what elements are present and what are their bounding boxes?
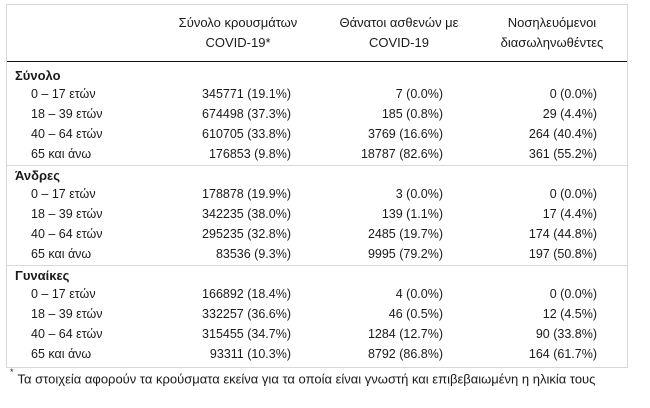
row-label: 18 – 39 ετών [31, 107, 103, 121]
cell-intubated: 164 (61.7%) [528, 347, 597, 361]
header-total-cases: Σύνολο κρουσμάτων COVID-19* [167, 13, 309, 53]
footnote: * Τα στοιχεία αφορούν τα κρούσματα εκείνα… [10, 367, 596, 387]
footnote-marker: * [10, 367, 14, 377]
row-label: 0 – 17 ετών [31, 87, 96, 101]
table-header: Σύνολο κρουσμάτων COVID-19* Θάνατοι ασθε… [7, 5, 627, 62]
cell-deaths: 2485 (19.7%) [367, 227, 443, 241]
header-intubated-line1: Νοσηλευόμενοι [507, 15, 597, 30]
cell-deaths: 185 (0.8%) [381, 107, 443, 121]
cell-cases: 93311 (10.3%) [209, 347, 291, 361]
cell-intubated: 0 (0.0%) [549, 187, 597, 201]
header-total-cases-line1: Σύνολο κρουσμάτων [178, 15, 298, 30]
table-row: 0 – 17 ετών 345771 (19.1%) 7 (0.0%) 0 (0… [7, 87, 627, 107]
table-row: 65 και άνω 93311 (10.3%) 8792 (86.8%) 16… [7, 347, 627, 367]
cell-intubated: 361 (55.2%) [528, 147, 597, 161]
header-intubated-line2: διασωληνωθέντες [500, 35, 604, 50]
cell-intubated: 197 (50.8%) [528, 247, 597, 261]
table-row: 40 – 64 ετών 315455 (34.7%) 1284 (12.7%)… [7, 327, 627, 347]
cell-intubated: 17 (4.4%) [542, 207, 597, 221]
header-total-cases-line2: COVID-19* [205, 35, 271, 50]
table-row: 18 – 39 ετών 332257 (36.6%) 46 (0.5%) 12… [7, 307, 627, 327]
cell-cases: 674498 (37.3%) [202, 107, 291, 121]
header-intubated: Νοσηλευόμενοι διασωληνωθέντες [487, 13, 617, 53]
row-label: 65 και άνω [31, 347, 92, 361]
cell-cases: 610705 (33.8%) [202, 127, 291, 141]
cell-intubated: 264 (40.4%) [528, 127, 597, 141]
cell-intubated: 90 (33.8%) [535, 327, 597, 341]
cell-intubated: 174 (44.8%) [528, 227, 597, 241]
group-title-women: Γυναίκες [15, 268, 70, 283]
cell-cases: 342235 (38.0%) [202, 207, 291, 221]
cell-deaths: 46 (0.5%) [388, 307, 443, 321]
row-label: 18 – 39 ετών [31, 207, 103, 221]
cell-cases: 332257 (36.6%) [202, 307, 291, 321]
cell-intubated: 0 (0.0%) [549, 287, 597, 301]
row-label: 40 – 64 ετών [31, 327, 103, 341]
table-row: 40 – 64 ετών 610705 (33.8%) 3769 (16.6%)… [7, 127, 627, 147]
table-row: 40 – 64 ετών 295235 (32.8%) 2485 (19.7%)… [7, 227, 627, 247]
table-row: 18 – 39 ετών 342235 (38.0%) 139 (1.1%) 1… [7, 207, 627, 227]
row-label: 40 – 64 ετών [31, 127, 103, 141]
cell-deaths: 139 (1.1%) [381, 207, 443, 221]
table-row: 0 – 17 ετών 166892 (18.4%) 4 (0.0%) 0 (0… [7, 287, 627, 307]
cell-intubated: 29 (4.4%) [542, 107, 597, 121]
table-row: 65 και άνω 83536 (9.3%) 9995 (79.2%) 197… [7, 247, 627, 267]
cell-cases: 166892 (18.4%) [202, 287, 291, 301]
row-label: 0 – 17 ετών [31, 287, 96, 301]
row-label: 18 – 39 ετών [31, 307, 103, 321]
covid-age-table: Σύνολο κρουσμάτων COVID-19* Θάνατοι ασθε… [6, 4, 628, 368]
row-label: 65 και άνω [31, 147, 92, 161]
group-divider [7, 165, 627, 166]
cell-cases: 178878 (19.9%) [202, 187, 291, 201]
cell-deaths: 4 (0.0%) [395, 287, 443, 301]
cell-deaths: 7 (0.0%) [395, 87, 443, 101]
table-row: 0 – 17 ετών 178878 (19.9%) 3 (0.0%) 0 (0… [7, 187, 627, 207]
cell-deaths: 18787 (82.6%) [360, 147, 443, 161]
cell-cases: 315455 (34.7%) [202, 327, 291, 341]
cell-deaths: 3769 (16.6%) [367, 127, 443, 141]
cell-deaths: 8792 (86.8%) [367, 347, 443, 361]
cell-deaths: 9995 (79.2%) [367, 247, 443, 261]
group-title-men: Άνδρες [15, 168, 60, 183]
cell-cases: 295235 (32.8%) [202, 227, 291, 241]
cell-intubated: 12 (4.5%) [542, 307, 597, 321]
cell-cases: 345771 (19.1%) [202, 87, 291, 101]
header-deaths-line1: Θάνατοι ασθενών με [339, 15, 459, 30]
cell-deaths: 1284 (12.7%) [367, 327, 443, 341]
footnote-text: Τα στοιχεία αφορούν τα κρούσματα εκείνα … [17, 371, 596, 387]
group-title-total: Σύνολο [15, 68, 61, 83]
group-divider [7, 265, 627, 266]
cell-intubated: 0 (0.0%) [549, 87, 597, 101]
row-label: 40 – 64 ετών [31, 227, 103, 241]
header-deaths: Θάνατοι ασθενών με COVID-19 [329, 13, 469, 53]
header-deaths-line2: COVID-19 [369, 35, 429, 50]
row-label: 65 και άνω [31, 247, 92, 261]
table-row: 65 και άνω 176853 (9.8%) 18787 (82.6%) 3… [7, 147, 627, 167]
cell-cases: 83536 (9.3%) [215, 247, 291, 261]
table-row: 18 – 39 ετών 674498 (37.3%) 185 (0.8%) 2… [7, 107, 627, 127]
row-label: 0 – 17 ετών [31, 187, 96, 201]
cell-cases: 176853 (9.8%) [208, 147, 291, 161]
cell-deaths: 3 (0.0%) [395, 187, 443, 201]
